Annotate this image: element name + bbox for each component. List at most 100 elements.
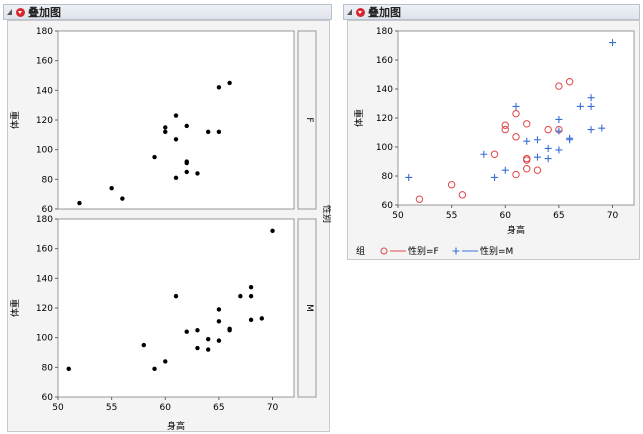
data-point-m[interactable]: [152, 366, 157, 372]
data-point-male[interactable]: [533, 153, 541, 161]
collapse-triangle-icon[interactable]: [7, 9, 12, 15]
data-point-male[interactable]: [555, 115, 563, 123]
data-point-f[interactable]: [205, 129, 211, 135]
data-point-male[interactable]: [533, 136, 541, 144]
x-tick-label: 50: [52, 403, 64, 413]
legend-title: 组: [356, 245, 365, 257]
data-point-female[interactable]: [458, 191, 467, 199]
data-point-f[interactable]: [216, 85, 222, 90]
data-point-f[interactable]: [152, 154, 157, 160]
data-point-m[interactable]: [259, 316, 265, 321]
data-point-f[interactable]: [120, 196, 125, 201]
data-point-m[interactable]: [216, 319, 222, 324]
red-triangle-menu-icon[interactable]: [356, 7, 365, 17]
data-point-male[interactable]: [555, 127, 563, 135]
y-tick-label: 180: [376, 27, 393, 37]
data-point-m[interactable]: [248, 285, 254, 290]
data-point-male[interactable]: [523, 137, 531, 145]
y-tick-label: 120: [36, 116, 53, 126]
data-point-f[interactable]: [173, 137, 179, 142]
data-point-m[interactable]: [238, 293, 243, 299]
data-point-male[interactable]: [512, 102, 520, 110]
left-panel-title: 叠加图: [28, 6, 61, 19]
data-point-male[interactable]: [566, 136, 574, 144]
y-tick-label: 100: [36, 334, 53, 344]
data-point-male[interactable]: [405, 173, 413, 181]
data-point-m[interactable]: [248, 317, 254, 323]
group-label-f: F: [304, 117, 314, 122]
data-point-male[interactable]: [587, 102, 595, 110]
right-panel-title: 叠加图: [368, 6, 401, 19]
data-point-female[interactable]: [415, 195, 424, 203]
data-point-female[interactable]: [555, 82, 563, 90]
data-point-female[interactable]: [523, 165, 531, 173]
data-point-female[interactable]: [533, 166, 542, 174]
group-axis-title: 性别: [321, 205, 331, 223]
data-point-female[interactable]: [512, 170, 520, 179]
data-point-m[interactable]: [205, 347, 211, 352]
data-point-female[interactable]: [544, 125, 552, 134]
data-point-male[interactable]: [598, 124, 606, 132]
data-point-m[interactable]: [270, 228, 275, 234]
y-tick-label: 180: [36, 27, 53, 37]
data-point-male[interactable]: [587, 94, 595, 102]
data-point-male[interactable]: [480, 150, 488, 158]
data-point-f[interactable]: [216, 129, 222, 135]
x-tick-label: 65: [213, 403, 224, 413]
data-point-male[interactable]: [501, 166, 509, 174]
data-point-m[interactable]: [227, 328, 232, 333]
data-point-m[interactable]: [216, 307, 222, 312]
data-point-m[interactable]: [205, 336, 211, 342]
legend-circle-icon: [380, 247, 388, 255]
x-tick-label: 70: [607, 211, 619, 221]
data-point-f[interactable]: [227, 80, 232, 86]
y-tick-label: 60: [42, 393, 54, 403]
left-panel-body: F M 性别 体重 体重 身高 60 80 100 120 140 160 180 60 80 1…: [7, 20, 331, 432]
data-point-female[interactable]: [523, 156, 531, 164]
data-point-male[interactable]: [491, 173, 499, 181]
data-point-f[interactable]: [184, 123, 189, 129]
data-point-f[interactable]: [173, 113, 179, 118]
data-point-female[interactable]: [512, 133, 520, 141]
y-tick-label: 100: [36, 146, 53, 156]
data-point-female[interactable]: [501, 121, 509, 129]
data-point-m[interactable]: [248, 293, 254, 299]
data-point-f[interactable]: [195, 171, 200, 176]
red-triangle-menu-icon[interactable]: [16, 7, 25, 17]
x-tick-label: 70: [267, 403, 279, 413]
data-point-female[interactable]: [501, 125, 509, 134]
data-point-male[interactable]: [544, 144, 552, 152]
data-point-male[interactable]: [576, 102, 584, 110]
data-point-male[interactable]: [555, 146, 563, 154]
data-point-female[interactable]: [512, 109, 520, 118]
data-point-m[interactable]: [66, 366, 71, 372]
x-axis-title: 身高: [167, 420, 185, 432]
data-point-female[interactable]: [490, 150, 499, 158]
data-point-f[interactable]: [109, 186, 114, 191]
group-label-m: M: [304, 304, 314, 312]
data-point-f[interactable]: [173, 175, 179, 181]
data-point-f[interactable]: [77, 200, 82, 206]
data-point-male[interactable]: [544, 155, 552, 163]
data-point-m[interactable]: [141, 342, 147, 348]
data-point-female[interactable]: [447, 181, 456, 189]
data-point-f[interactable]: [184, 160, 189, 166]
data-point-m[interactable]: [173, 293, 179, 299]
data-point-female[interactable]: [523, 120, 531, 128]
data-point-female[interactable]: [565, 78, 574, 86]
data-point-m[interactable]: [163, 359, 168, 364]
data-point-f[interactable]: [184, 169, 189, 175]
legend-plus-icon: [452, 247, 460, 255]
y-tick-label: 140: [376, 85, 393, 95]
collapse-triangle-icon[interactable]: [347, 9, 352, 15]
data-point-m[interactable]: [195, 345, 200, 351]
data-point-f[interactable]: [163, 129, 168, 135]
data-point-m[interactable]: [195, 328, 200, 333]
y-tick-label: 140: [36, 86, 53, 96]
data-point-m[interactable]: [216, 338, 222, 343]
data-point-f[interactable]: [163, 125, 168, 130]
data-point-male[interactable]: [609, 39, 617, 47]
data-point-m[interactable]: [184, 329, 189, 334]
data-point-male[interactable]: [587, 126, 595, 134]
right-panel-body: 体重 身高 60 80 100 120 140 160 180 50 55 60 65 70 组 性别…: [347, 20, 640, 260]
